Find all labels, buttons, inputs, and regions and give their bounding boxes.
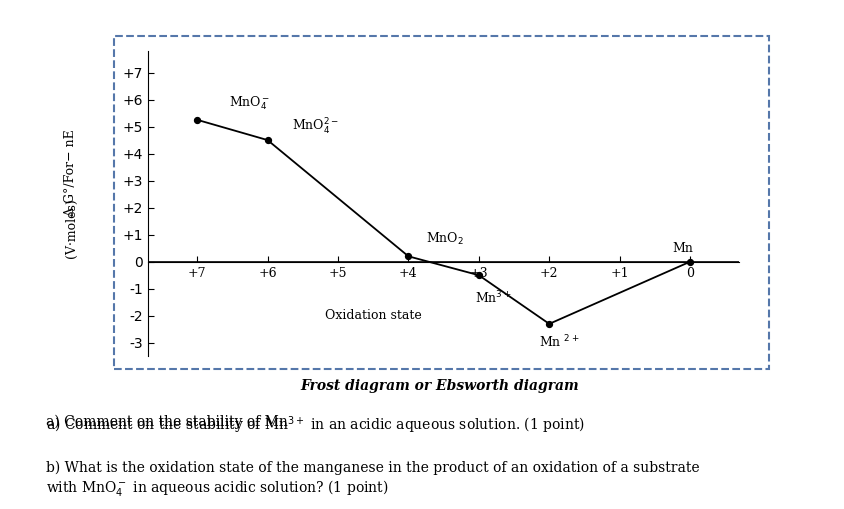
- Text: a) Comment on the stability of Mn$^{3+}$ in an acidic aqueous solution. (1 point: a) Comment on the stability of Mn$^{3+}$…: [46, 415, 585, 436]
- Point: [542, 320, 555, 328]
- Text: Mn $^{2+}$: Mn $^{2+}$: [538, 333, 579, 350]
- Text: MnO$_4^{2-}$: MnO$_4^{2-}$: [292, 117, 338, 137]
- Text: Mn: Mn: [672, 242, 693, 255]
- Text: a) Comment on the stability of Mn: a) Comment on the stability of Mn: [46, 415, 288, 429]
- Text: MnO$_4^-$: MnO$_4^-$: [229, 94, 270, 111]
- Point: [472, 271, 485, 279]
- Point: [683, 258, 696, 266]
- Point: [261, 136, 274, 144]
- Text: MnO$_2$: MnO$_2$: [425, 231, 463, 247]
- Text: Δ G°/For− nE: Δ G°/For− nE: [64, 130, 78, 216]
- Point: [190, 116, 203, 124]
- Text: Mn$^{3+}$: Mn$^{3+}$: [475, 290, 511, 307]
- Point: [401, 252, 414, 261]
- Text: b) What is the oxidation state of the manganese in the product of an oxidation o: b) What is the oxidation state of the ma…: [46, 461, 700, 498]
- Text: (V·moles): (V·moles): [64, 198, 78, 258]
- Text: Oxidation state: Oxidation state: [324, 309, 421, 322]
- Text: Frost diagram or Ebsworth diagram: Frost diagram or Ebsworth diagram: [300, 379, 578, 393]
